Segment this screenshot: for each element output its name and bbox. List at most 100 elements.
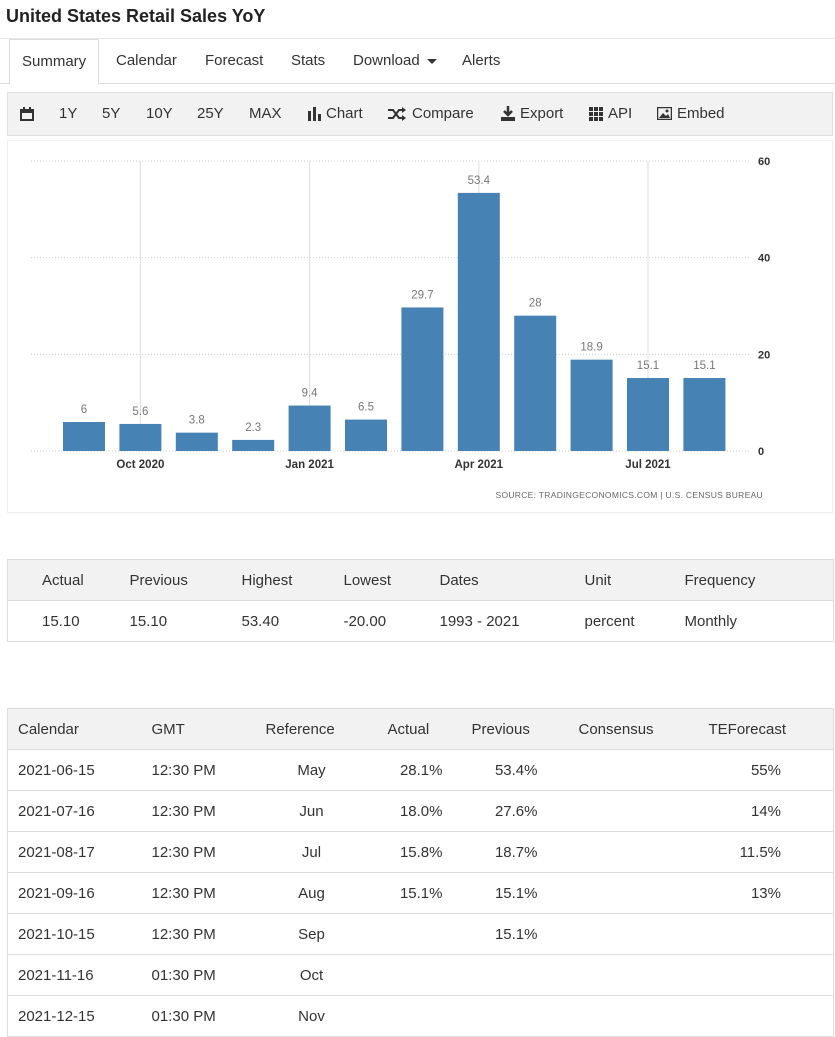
table-row: 2021-12-15 01:30 PM Nov — [7, 995, 834, 1037]
table-cell: 18.0% — [367, 790, 453, 832]
column-header: Calendar — [7, 708, 142, 750]
table-cell — [367, 995, 453, 1037]
table-cell: 15.10 — [7, 600, 120, 642]
column-header: Consensus — [547, 708, 699, 750]
table-cell: Aug — [255, 872, 368, 914]
bar — [175, 432, 218, 451]
table-cell: 15.1% — [367, 872, 453, 914]
data-label: 6 — [81, 404, 87, 416]
data-label: 15.1 — [693, 360, 715, 372]
x-tick-label: Jan 2021 — [285, 459, 334, 471]
y-tick-label: 40 — [758, 253, 770, 265]
export-button[interactable]: Export — [520, 105, 564, 122]
header-row: Calendar GMT Reference Actual Previous Consen… — [7, 708, 834, 750]
column-header: TEForecast — [698, 708, 834, 750]
column-header: Unit — [574, 559, 675, 601]
bar — [514, 315, 557, 451]
table-cell: 2021-07-16 — [7, 790, 142, 832]
api-icon — [589, 107, 603, 121]
table-row: 2021-09-16 12:30 PM Aug 15.1% 15.1% 13% — [7, 872, 834, 914]
table-cell: 12:30 PM — [141, 872, 256, 914]
chart-button[interactable]: Chart — [326, 105, 363, 122]
table-cell: 01:30 PM — [141, 995, 256, 1037]
data-label: 53.4 — [468, 175, 491, 187]
x-tick-label: Oct 2020 — [116, 459, 164, 471]
table-row: 15.10 15.10 53.40 -20.00 1993 - 2021 percent M… — [7, 600, 834, 642]
x-tick-label: Apr 2021 — [455, 459, 504, 471]
data-label: 3.8 — [189, 415, 205, 427]
table-cell: 11.5% — [698, 831, 834, 873]
data-label: 5.6 — [132, 406, 148, 418]
embed-button[interactable]: Embed — [677, 105, 725, 122]
data-label: 9.4 — [302, 388, 319, 400]
tab[interactable]: Stats — [291, 52, 326, 69]
table-cell — [367, 913, 453, 955]
column-header: Highest — [231, 559, 334, 601]
data-label: 28 — [529, 298, 542, 310]
column-header: Lowest — [333, 559, 430, 601]
table-cell: Jun — [255, 790, 368, 832]
table-cell: 2021-11-16 — [7, 954, 142, 996]
table-cell — [698, 995, 834, 1037]
table-cell — [547, 790, 699, 832]
table-cell — [547, 954, 699, 996]
table-cell: -20.00 — [333, 600, 430, 642]
table-cell — [547, 872, 699, 914]
bar — [288, 405, 331, 451]
column-header: Actual — [7, 559, 120, 601]
range-button[interactable]: 5Y — [102, 105, 121, 122]
table-cell: Sep — [255, 913, 368, 955]
table-cell: 12:30 PM — [141, 749, 256, 791]
table-cell — [698, 913, 834, 955]
range-button[interactable]: MAX — [249, 105, 282, 122]
compare-icon — [388, 107, 406, 121]
table-cell: 12:30 PM — [141, 913, 256, 955]
table-cell: Monthly — [674, 600, 834, 642]
data-label: 2.3 — [245, 422, 261, 434]
bar — [683, 378, 726, 451]
tab[interactable]: Alerts — [462, 52, 501, 69]
y-tick-label: 20 — [758, 349, 770, 361]
y-tick-label: 60 — [758, 156, 770, 168]
table-cell: 53.4% — [452, 749, 548, 791]
chart: SOURCE: TRADINGECONOMICS.COM | U.S. CENS… — [31, 156, 770, 500]
data-label: 29.7 — [411, 289, 433, 301]
range-button[interactable]: 10Y — [146, 105, 173, 122]
tab[interactable]: Download — [353, 52, 420, 69]
table-cell: 2021-12-15 — [7, 995, 142, 1037]
table-cell — [547, 831, 699, 873]
table-cell — [698, 954, 834, 996]
table-row: 2021-07-16 12:30 PM Jun 18.0% 27.6% 14% — [7, 790, 834, 832]
column-header: Previous — [452, 708, 548, 750]
range-button[interactable]: 25Y — [197, 105, 224, 122]
table-cell: 12:30 PM — [141, 831, 256, 873]
bar — [401, 307, 444, 451]
y-tick-label: 0 — [758, 446, 764, 458]
bar — [457, 192, 500, 451]
tab[interactable]: Forecast — [205, 52, 264, 69]
range-button[interactable]: 1Y — [59, 105, 78, 122]
table-cell: 18.7% — [452, 831, 548, 873]
table-cell: 27.6% — [452, 790, 548, 832]
table-cell: 53.40 — [231, 600, 334, 642]
compare-button[interactable]: Compare — [412, 105, 474, 122]
table-cell: May — [255, 749, 368, 791]
table-cell: 01:30 PM — [141, 954, 256, 996]
table-cell: 15.8% — [367, 831, 453, 873]
column-header: Dates — [429, 559, 575, 601]
table-cell — [367, 954, 453, 996]
header-row: Actual Previous Highest Lowest Dates Unit Freq… — [7, 559, 834, 601]
table-cell: 15.1% — [452, 872, 548, 914]
calendar-icon[interactable] — [20, 107, 35, 122]
table-cell — [547, 913, 699, 955]
table-cell: Oct — [255, 954, 368, 996]
table-cell: 2021-10-15 — [7, 913, 142, 955]
tab[interactable]: Calendar — [116, 52, 177, 69]
bar — [570, 359, 613, 451]
bar — [63, 422, 105, 451]
table-cell: 14% — [698, 790, 834, 832]
api-button[interactable]: API — [608, 105, 633, 122]
table-cell: Jul — [255, 831, 368, 873]
tab[interactable]: Summary — [9, 39, 100, 85]
